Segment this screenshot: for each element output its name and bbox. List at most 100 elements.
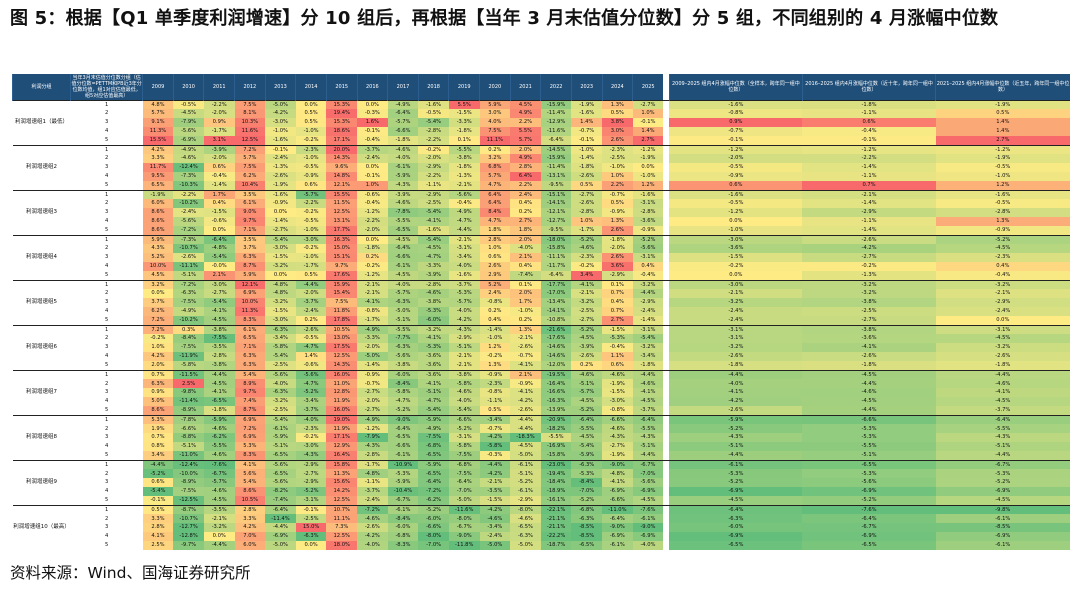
aggregate-cell: -6.5% <box>669 540 803 550</box>
year-cell: 2.6% <box>602 135 633 146</box>
year-cell: -3.3% <box>357 334 388 344</box>
table-row: 2 0.0% -6.3% -2.7% 6.9% -4.8% -2.0% 15.4% -2.1% -… <box>13 289 1070 299</box>
year-cell: 1.4% <box>632 126 664 136</box>
year-cell: -3.2% <box>418 324 449 335</box>
year-cell: -2.0% <box>357 225 388 236</box>
valuation-group-index: 4 <box>70 216 143 226</box>
year-cell: 0.1% <box>602 279 633 290</box>
year-cell: -2.2% <box>203 99 235 110</box>
aggregate-cell: -2.7% <box>802 253 936 262</box>
year-cell: -10.8% <box>540 315 572 326</box>
year-cell: 1.4% <box>571 118 603 127</box>
year-cell: 15.9% <box>326 279 358 290</box>
aggregate-cell: -2.9% <box>935 298 1070 307</box>
year-cell: -5.3% <box>387 469 419 479</box>
year-cell: -5.6% <box>265 459 296 470</box>
year-cell: 12.5% <box>326 532 358 541</box>
year-cell: 15.3% <box>326 118 358 127</box>
year-cell: -14.1% <box>540 199 572 209</box>
valuation-group-index: 1 <box>70 234 143 245</box>
year-cell: -0.5% <box>295 334 327 344</box>
gap-cell <box>663 244 670 254</box>
header-row: 利润分组 当年3月末估值分位数分组（估值分位数=PETTM和PB近3年分位数均值，… <box>11 74 1070 100</box>
table-row: 4 11.3% -5.6% -1.7% 11.6% -1.0% -1.0% 18.6% -0.1… <box>13 126 1070 136</box>
year-cell: -4.5% <box>203 495 235 506</box>
aggregate-cell: -0.9% <box>669 171 803 181</box>
year-cell: -2.5% <box>265 360 296 371</box>
year-cell: -6.7% <box>632 459 664 470</box>
year-cell: -5.6% <box>632 478 664 488</box>
year-cell: 16.4% <box>326 450 358 461</box>
aggregate-cell: -2.1% <box>669 289 803 299</box>
year-cell: 6.3% <box>234 351 266 361</box>
year-cell: -5.1% <box>571 379 603 389</box>
year-cell: -8.4% <box>173 334 204 344</box>
year-cell: -7.5% <box>448 450 480 461</box>
year-cell: -0.9% <box>632 225 664 236</box>
profit-group-label: 利润增速组1（最低） <box>12 99 71 146</box>
year-cell: 6.3% <box>234 253 266 262</box>
year-cell: -11.6% <box>540 126 572 136</box>
year-cell: -4.4% <box>448 225 480 236</box>
year-cell: -16.6% <box>540 388 572 397</box>
year-cell: -5.4% <box>265 234 296 245</box>
year-cell: 17.8% <box>326 315 358 326</box>
year-cell: -11.9% <box>173 351 204 361</box>
year-cell: 0.5% <box>295 109 327 119</box>
year-cell: -6.4% <box>540 135 572 146</box>
year-cell: -2.0% <box>357 397 388 406</box>
year-cell: 16.0% <box>326 405 358 416</box>
year-cell: -5.8% <box>173 360 204 371</box>
year-cell: -6.5% <box>387 433 419 443</box>
valuation-group-index: 1 <box>70 504 143 515</box>
gap-cell <box>663 324 670 335</box>
year-cell: -3.7% <box>632 405 664 416</box>
year-cell: 3.3% <box>234 514 266 524</box>
year-cell: -6.4% <box>602 514 633 524</box>
year-cell: -7.5% <box>418 433 449 443</box>
valuation-group-index: 4 <box>70 306 143 316</box>
aggregate-cell: -1.2% <box>669 144 803 155</box>
aggregate-cell: 1.2% <box>935 180 1070 191</box>
year-cell: 2.8% <box>510 163 541 172</box>
year-cell: -18.9% <box>540 487 572 496</box>
year-cell: -3.7% <box>448 279 480 290</box>
year-cell: -7.5% <box>173 487 204 496</box>
year-cell: 4.2% <box>142 351 174 361</box>
year-cell: -2.3% <box>602 144 633 155</box>
year-cell: -5.2% <box>295 388 327 397</box>
year-cell: -3.9% <box>387 189 419 200</box>
aggregate-cell: -6.4% <box>669 504 803 515</box>
table-row: 2 -0.2% -8.4% -7.5% 6.5% -3.4% -0.5% 13.0% -3.3%… <box>13 334 1070 344</box>
header-year: 2014 <box>295 74 327 100</box>
year-cell: 14.3% <box>326 154 358 164</box>
year-cell: -2.6% <box>571 199 603 209</box>
year-cell: -5.1% <box>448 343 480 352</box>
year-cell: -2.2% <box>173 189 204 200</box>
year-cell: 8.6% <box>142 208 174 217</box>
year-cell: -7.5% <box>173 298 204 307</box>
header-year: 2012 <box>234 74 266 100</box>
year-cell: -1.1% <box>418 180 449 191</box>
aggregate-cell: -6.9% <box>802 532 936 541</box>
year-cell: -3.4% <box>632 351 664 361</box>
year-cell: -2.1% <box>510 334 541 344</box>
gap-cell <box>663 397 670 406</box>
aggregate-cell: -1.2% <box>935 144 1070 155</box>
year-cell: -0.8% <box>479 298 511 307</box>
gap-cell <box>663 199 670 209</box>
year-cell: -10.7% <box>173 244 204 254</box>
year-cell: 2.6% <box>602 253 633 262</box>
year-cell: -6.6% <box>387 442 419 451</box>
year-cell: -6.6% <box>418 523 449 533</box>
table-row: 4 10.0% -11.1% -0.0% 8.7% -3.2% -1.7% 9.7% -0.2%… <box>13 261 1070 271</box>
aggregate-cell: -2.0% <box>669 154 803 164</box>
year-cell: -6.5% <box>418 450 449 461</box>
aggregate-cell: 0.5% <box>935 109 1070 119</box>
aggregate-cell: -0.7% <box>669 126 803 136</box>
year-cell: -2.2% <box>418 135 449 146</box>
table-row: 利润增速组9 1 -4.4% -12.4% -7.6% 4.1% -5.6% -2.9% 15.… <box>12 459 1070 506</box>
year-cell: -5.0% <box>357 351 388 361</box>
year-cell: -3.2% <box>203 523 235 533</box>
header-year: 2017 <box>387 74 419 100</box>
